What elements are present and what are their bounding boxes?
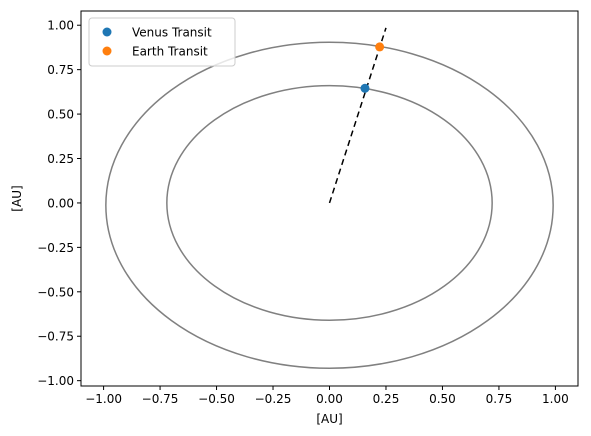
orbit-1 [105,41,554,369]
x-tick-label: 0.25 [373,392,400,406]
x-tick-label: 0.75 [486,392,513,406]
y-tick-label: −0.50 [37,285,74,299]
y-tick-label: 0.00 [47,196,74,210]
legend-marker-venus-transit [102,27,112,37]
y-tick-label: −1.00 [37,374,74,388]
legend-label-earth-transit: Earth Transit [132,45,208,59]
y-tick-label: 0.50 [47,108,74,122]
legend-marker-earth-transit [102,46,112,56]
y-axis: −1.00 −0.75 −0.50 −0.25 0.00 0.25 0.50 0.75 1.00 [37,19,81,388]
y-tick-label: 0.75 [47,63,74,77]
x-axis: −1.00 −0.75 −0.50 −0.25 0.00 0.25 0.50 0.75 1.00 [85,386,569,406]
x-tick-label: −1.00 [85,392,122,406]
x-tick-label: 0.00 [316,392,343,406]
y-tick-label: −0.25 [37,241,74,255]
orbit-0 [166,84,493,321]
x-tick-label: 1.00 [542,392,569,406]
y-tick-label: 0.25 [47,152,74,166]
x-tick-label: −0.25 [255,392,292,406]
transit-line [328,27,387,204]
x-axis-label: [AU] [316,412,342,426]
axes-frame [80,10,579,387]
y-axis-label: [AU] [10,185,24,211]
legend-box [88,17,236,67]
x-tick-label: 0.50 [429,392,456,406]
y-tick-label: 1.00 [47,19,74,33]
plot-area [105,27,554,369]
legend-label-venus-transit: Venus Transit [132,26,212,40]
point-earth-transit [375,42,385,52]
x-tick-label: −0.75 [142,392,179,406]
x-tick-label: −0.50 [198,392,235,406]
y-tick-label: −0.75 [37,330,74,344]
legend: Venus Transit Earth Transit [88,17,236,67]
point-venus-transit [360,83,370,93]
